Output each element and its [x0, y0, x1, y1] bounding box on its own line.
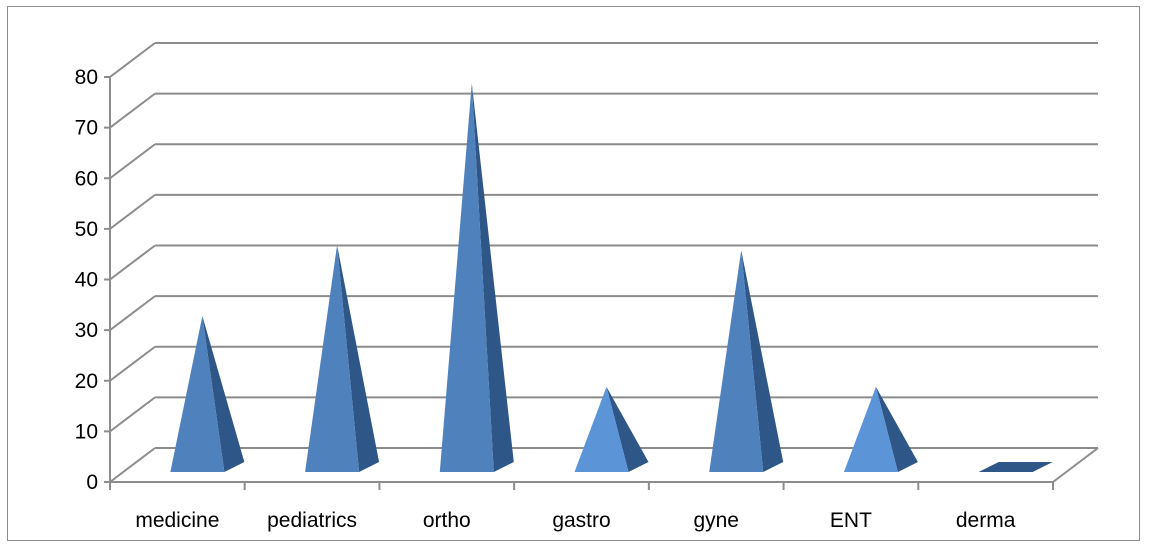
- x-tick-label: pediatrics: [267, 509, 357, 532]
- gridline-side: [109, 295, 156, 331]
- bar-front-face: [843, 386, 898, 472]
- x-tick-label: derma: [956, 509, 1016, 532]
- bar-ENT: [843, 386, 918, 472]
- bar-front-face: [709, 250, 764, 472]
- y-tick-label: 70: [75, 117, 98, 140]
- bar-side-face: [471, 83, 514, 472]
- gridline-side: [109, 396, 156, 433]
- x-tick-label: medicine: [135, 509, 219, 532]
- bar-front-face: [574, 386, 629, 472]
- y-tick-label: 20: [75, 370, 98, 393]
- tick-labels: 0 10 20 30 40 50 60 70 80 medicine pediatrics ortho…: [75, 66, 1016, 532]
- y-tick-label: 60: [75, 167, 98, 190]
- gridline-side: [109, 92, 156, 129]
- bar-side-face: [741, 250, 784, 472]
- bar-side-face: [606, 386, 649, 472]
- floor-right-edge: [1052, 447, 1099, 483]
- bar-side-face: [337, 245, 380, 472]
- bar-side-face: [875, 386, 918, 472]
- bar-side-face: [202, 316, 245, 472]
- gridline-side: [109, 143, 156, 180]
- x-tick-label: ENT: [830, 509, 872, 532]
- bar-ortho: [439, 83, 514, 472]
- gridline-side: [109, 345, 156, 382]
- bar-gyne: [709, 250, 784, 472]
- bar-front-face: [439, 83, 494, 472]
- bar-front-face: [305, 245, 360, 472]
- bar-pediatrics: [305, 245, 380, 472]
- y-tick-label: 0: [86, 471, 98, 494]
- bar-front-face: [170, 316, 225, 472]
- x-tick-label: gyne: [693, 509, 739, 532]
- y-tick-label: 50: [75, 218, 98, 241]
- y-tick-label: 80: [75, 66, 98, 89]
- x-tick-label: ortho: [423, 509, 471, 532]
- y-tick-label: 40: [75, 269, 98, 292]
- gridline-side: [109, 244, 156, 281]
- y-tick-label: 10: [75, 420, 98, 443]
- bar-gastro: [574, 386, 649, 472]
- gridline-side: [109, 42, 156, 78]
- axes: [104, 76, 1099, 490]
- gridline-side: [109, 447, 156, 483]
- y-tick-label: 30: [75, 319, 98, 342]
- bar-medicine: [170, 316, 245, 472]
- bars: [170, 83, 1053, 472]
- bar-derma: [978, 462, 1053, 472]
- x-tick-label: gastro: [552, 509, 610, 532]
- gridline-side: [109, 194, 156, 230]
